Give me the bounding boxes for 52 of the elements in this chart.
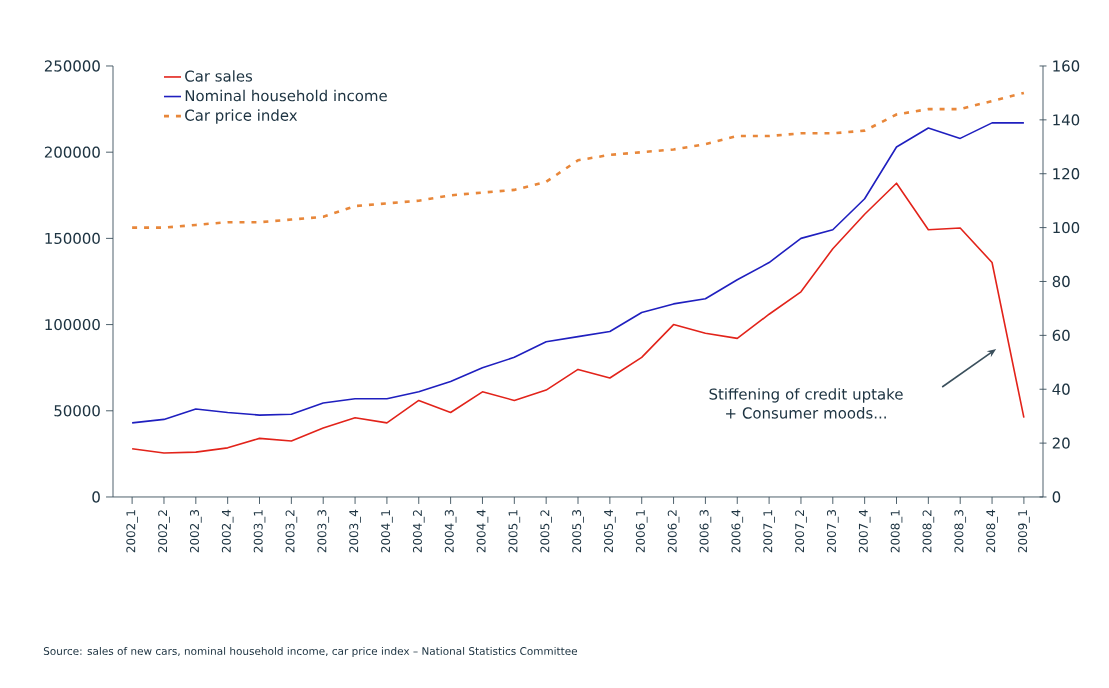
x-tick-label: 2004_4 (476, 509, 489, 553)
x-tick-label: 2007_3 (826, 510, 839, 553)
line-series (130, 91, 1026, 229)
x-tick-label: 2003_2 (285, 510, 298, 553)
x-tick-label: 2002_3 (189, 510, 202, 553)
y-tick-label: 0 (92, 491, 100, 503)
x-tick-label: 2005_4 (604, 509, 616, 553)
x-tick-label: 2005_2 (540, 510, 552, 553)
x-tick-label: 2004_3 (444, 510, 457, 553)
x-tick-label: 2004_1 (381, 510, 393, 553)
x-tick-label: 2003_3 (317, 510, 330, 553)
x-tick-label: 2002_4 (221, 509, 234, 553)
line-series (131, 182, 1025, 454)
x-tick-label: 2007_4 (858, 509, 871, 553)
y2-tick-label: 120 (1053, 168, 1080, 180)
x-tick-label: 2002_1 (126, 510, 138, 553)
annotation: Stiffening of credit uptake + Consumer moods... (709, 388, 903, 419)
y2-tick-label: 40 (1052, 383, 1070, 395)
x-tick-label: 2008_1 (890, 510, 903, 553)
x-tick-label: 2003_4 (349, 509, 361, 553)
y2-tick-label: 140 (1053, 114, 1080, 126)
line-series (131, 122, 1025, 424)
x-tick-label: 2005_1 (508, 510, 521, 553)
x-tick-label: 2008_4 (986, 509, 998, 553)
x-tick-label: 2002_2 (158, 510, 170, 553)
x-tick-label: 2008_2 (922, 510, 935, 553)
legend-label: Nominal household income (185, 89, 387, 102)
y2-tick-label: 100 (1053, 221, 1080, 234)
y-tick-label: 100000 (45, 318, 100, 331)
x-tick-label: 2006_1 (635, 510, 648, 553)
x-tick-label: 2006_2 (667, 510, 680, 553)
y2-tick-label: 60 (1052, 329, 1070, 342)
legend-label: Car sales (185, 70, 253, 82)
y2-tick-label: 20 (1052, 437, 1070, 449)
x-tick-label: 2006_3 (699, 510, 712, 553)
x-tick-label: 2006_4 (731, 509, 744, 553)
y-tick-label: 200000 (44, 146, 100, 158)
y2-tick-label: 0 (1052, 491, 1061, 503)
y2-tick-label: 80 (1052, 275, 1070, 288)
x-tick-label: 2003_1 (253, 510, 266, 553)
x-tick-label: 2004_2 (412, 510, 425, 553)
y2-tick-label: 160 (1053, 60, 1080, 72)
y-tick-label: 250000 (44, 60, 100, 72)
x-tick-label: 2007_2 (795, 510, 807, 553)
x-tick-label: 2007_1 (763, 510, 775, 553)
legend-label: Car price index (185, 109, 298, 124)
y-tick-label: 150000 (45, 232, 100, 245)
x-tick-label: 2005_3 (572, 510, 584, 553)
y-tick-label: 50000 (54, 405, 100, 417)
x-tick-label: 2008_3 (954, 510, 967, 553)
source-note: Source: sales of new cars, nominal household income, car price index – National Statistics Committee (43, 646, 578, 658)
x-tick-label: 2009_1 (1018, 510, 1030, 553)
